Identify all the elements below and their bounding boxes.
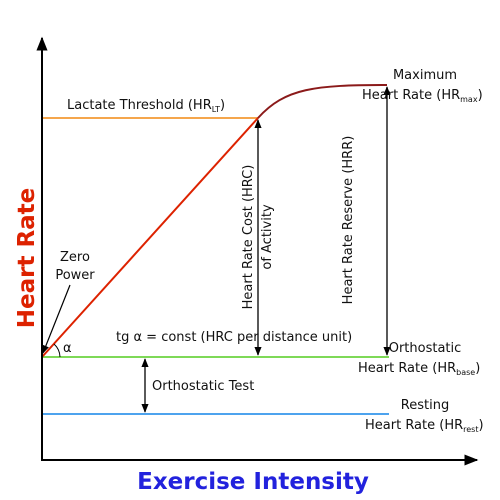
heart-rate-ramp	[41, 117, 259, 358]
maximum-hr-label-line1: Maximum	[393, 68, 457, 83]
hrc-label-line2: of Activity	[260, 204, 275, 270]
hrc-label-line1: Heart Rate Cost (HRC)	[241, 165, 256, 310]
orthostatic-test-label: Orthostatic Test	[152, 379, 254, 394]
zero-power-label-line1: Zero	[60, 250, 90, 265]
zero-power-pointer	[42, 284, 71, 354]
alpha-angle-arc	[53, 343, 61, 358]
x-axis-title: Exercise Intensity	[137, 469, 369, 495]
maximum-hr-label-line2: Heart Rate (HRmax)	[362, 88, 483, 104]
orthostatic-hr-label-line2: Heart Rate (HRbase)	[358, 361, 480, 377]
alpha-symbol: α	[63, 341, 72, 356]
resting-hr-label-line2: Heart Rate (HRrest)	[365, 418, 484, 434]
zero-power-label-line2: Power	[55, 268, 95, 283]
resting-hr-label-line1: Resting	[401, 398, 449, 413]
hrr-label: Heart Rate Reserve (HRR)	[341, 136, 356, 305]
orthostatic-hr-label-line1: Orthostatic	[389, 341, 462, 356]
heart-rate-plateau	[257, 84, 388, 119]
tangent-annotation: tg α = const (HRC per distance unit)	[116, 330, 352, 345]
lactate-threshold-label: Lactate Threshold (HRLT)	[67, 98, 225, 114]
y-axis-title: Heart Rate	[14, 188, 40, 329]
